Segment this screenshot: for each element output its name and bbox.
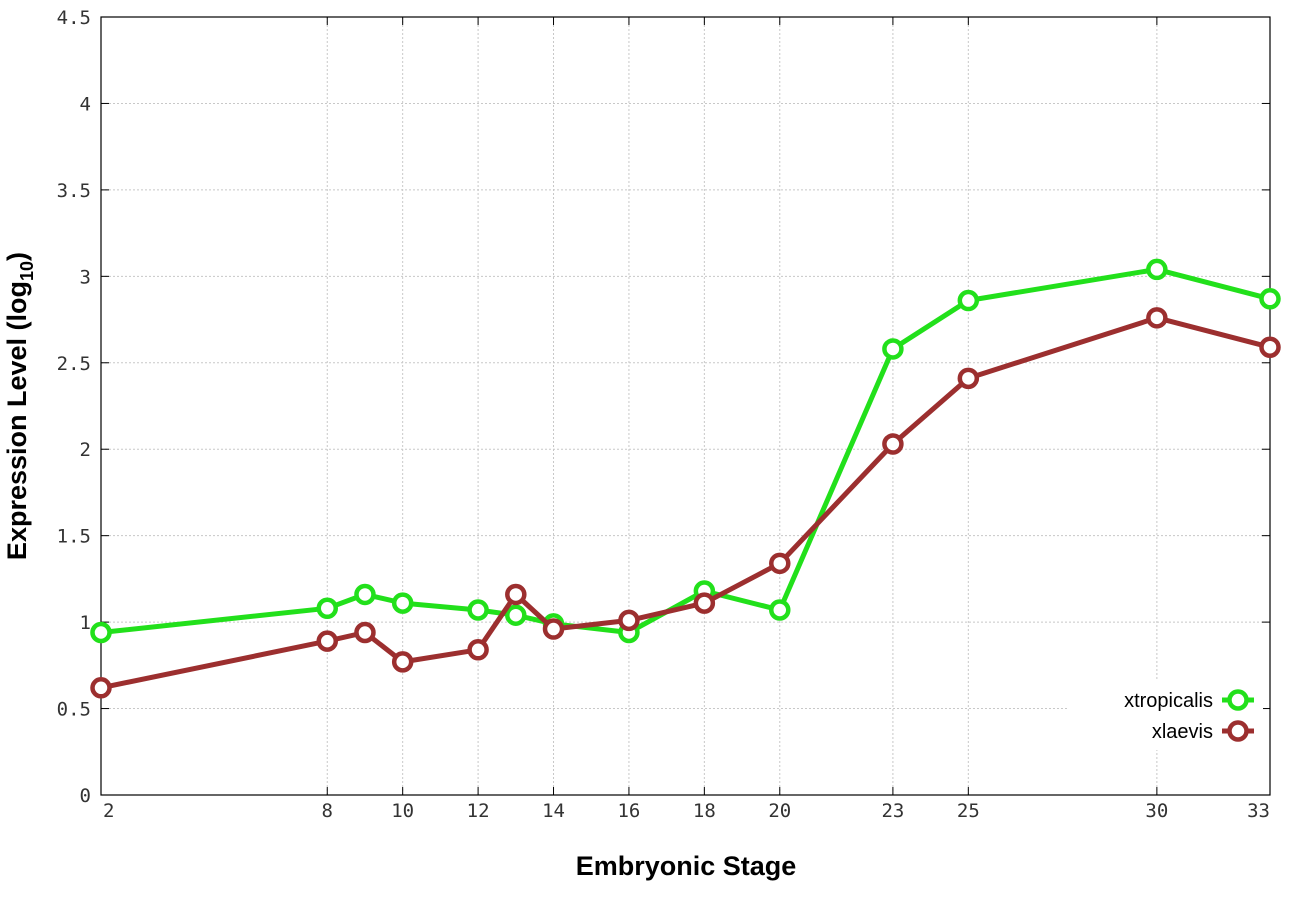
x-tick-label: 10 <box>391 800 414 822</box>
legend-marker <box>1227 689 1249 711</box>
data-point <box>542 618 565 640</box>
data-point <box>882 338 904 360</box>
y-tick-label: 1.5 <box>57 526 91 548</box>
series-line <box>100 315 1271 691</box>
y-tick-label: 0 <box>80 785 91 807</box>
y-axis-title-subscript: 10 <box>17 261 37 281</box>
data-point <box>316 630 339 652</box>
data-point <box>316 597 339 620</box>
data-point <box>1146 258 1168 281</box>
data-point <box>391 592 414 614</box>
data-point <box>618 609 640 632</box>
y-tick-label: 3 <box>80 266 91 288</box>
x-tick-label: 12 <box>467 800 490 822</box>
data-point <box>769 552 791 575</box>
series-layer <box>90 258 1281 699</box>
x-axis: 2 8 10 12 14 16 18 20 23 25 30 33 <box>100 17 1271 822</box>
y-axis-title: Expression Level (log10) <box>2 252 37 560</box>
data-point <box>882 433 904 455</box>
x-tick-label: 18 <box>693 800 716 822</box>
data-point <box>693 592 716 614</box>
x-tick-label: 8 <box>322 800 333 822</box>
grid-lines <box>101 17 1270 795</box>
data-point <box>467 599 489 621</box>
plot-frame <box>100 16 1271 796</box>
data-point <box>957 367 980 390</box>
data-point <box>90 677 112 699</box>
data-point <box>467 639 489 661</box>
y-axis-title-main: Expression Level (log <box>2 281 32 560</box>
x-tick-label: 25 <box>957 800 980 822</box>
x-tick-label: 20 <box>768 800 791 822</box>
data-point <box>957 289 980 312</box>
y-tick-label: 2 <box>80 439 91 461</box>
data-point <box>354 583 376 606</box>
x-axis-title: Embryonic Stage <box>576 851 797 881</box>
x-tick-label: 23 <box>881 800 904 822</box>
y-tick-label: 4.5 <box>57 7 91 29</box>
legend-item: xtropicalis <box>1124 689 1254 712</box>
series-xtropicalis <box>90 258 1281 644</box>
legend-label: xlaevis <box>1152 721 1213 743</box>
legend-marker <box>1227 720 1249 742</box>
y-axis: 0 0.5 1 1.5 2 2.5 3 3.5 4 4.5 <box>57 7 1270 807</box>
data-point <box>354 621 376 644</box>
y-tick-label: 2.5 <box>57 353 91 375</box>
legend-label: xtropicalis <box>1124 690 1213 712</box>
legend-item: xlaevis <box>1152 720 1254 743</box>
x-tick-label: 30 <box>1145 800 1168 822</box>
x-tick-label: 33 <box>1247 800 1270 822</box>
data-point <box>769 599 791 621</box>
data-point <box>1146 307 1168 329</box>
data-point <box>505 604 527 626</box>
y-tick-label: 3.5 <box>57 180 91 202</box>
y-axis-title-close: ) <box>2 252 32 261</box>
series-xlaevis <box>90 307 1281 699</box>
x-tick-label: 16 <box>617 800 640 822</box>
data-point <box>391 651 414 673</box>
y-tick-label: 0.5 <box>57 699 91 721</box>
y-tick-label: 1 <box>80 612 91 634</box>
legend: xtropicalis xlaevis <box>1068 680 1263 750</box>
x-tick-label: 14 <box>542 800 565 822</box>
x-tick-label: 2 <box>103 800 114 822</box>
y-tick-label: 4 <box>80 93 91 115</box>
data-point <box>1259 336 1281 358</box>
data-point <box>90 621 112 644</box>
data-point <box>1259 288 1281 310</box>
data-point <box>505 583 527 606</box>
series-line <box>100 266 1271 635</box>
